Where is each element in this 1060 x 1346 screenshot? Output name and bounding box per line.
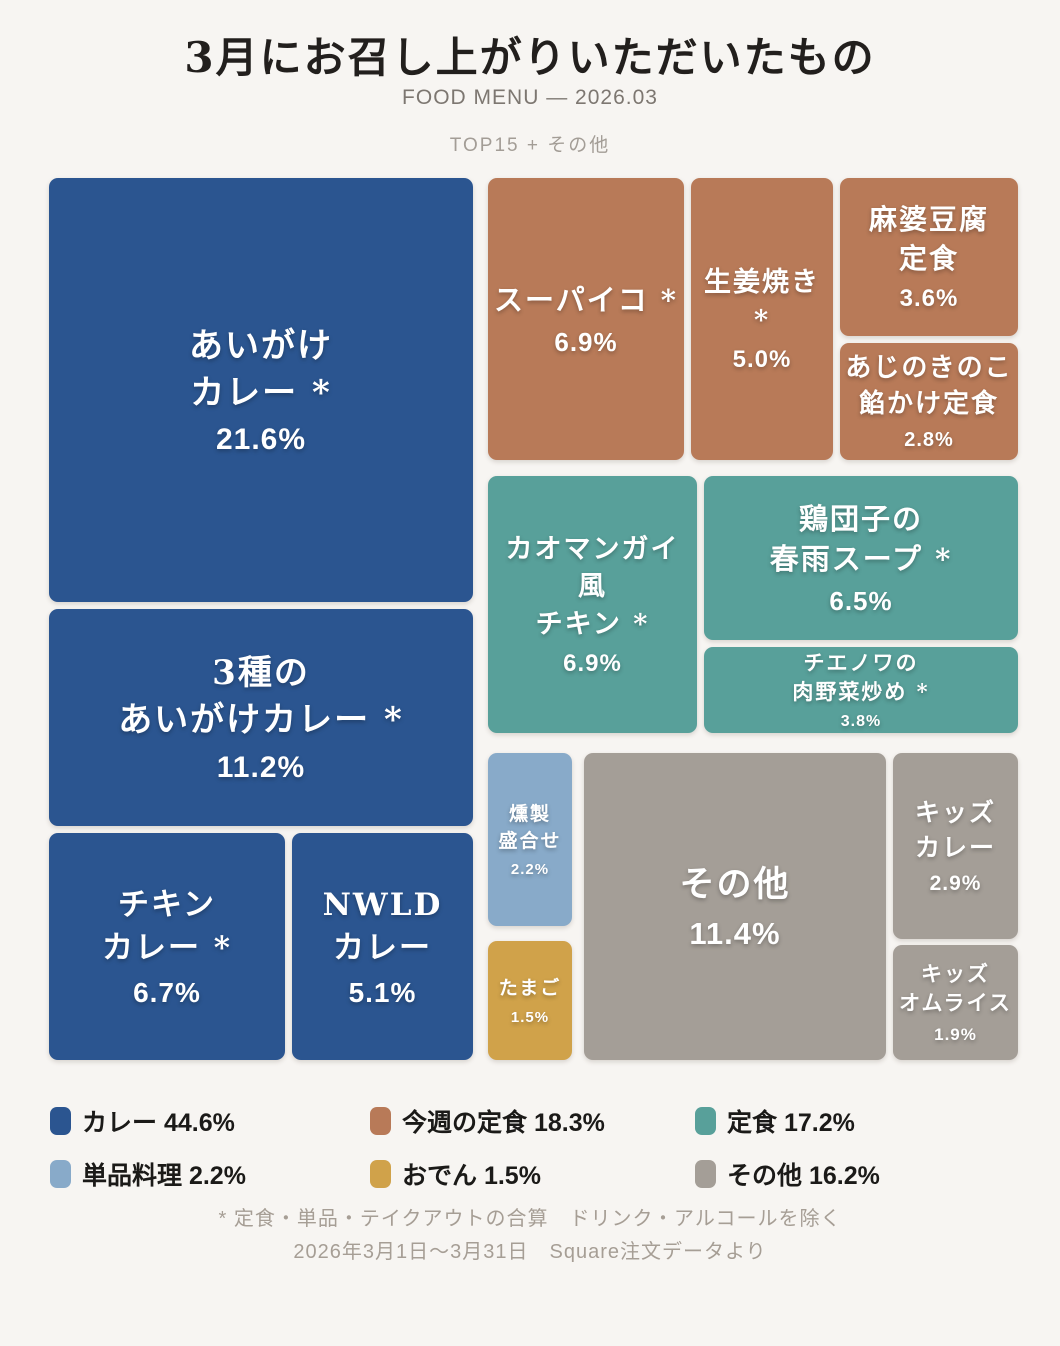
treemap-block: あいがけ カレー * 21.6% <box>49 178 473 602</box>
treemap-block: NWLD カレー 5.1% <box>292 833 473 1060</box>
treemap-block: 鶏団子の 春雨スープ * 6.5% <box>704 476 1018 640</box>
block-label: キッズ オムライス <box>899 961 1012 1015</box>
legend-label: 定食 17.2% <box>727 1109 855 1137</box>
page-subtitle: FOOD MENU — 2026.03 <box>402 86 658 109</box>
treemap-block: スーパイコ * 6.9% <box>488 178 684 460</box>
legend-item: おでん 1.5% <box>370 1156 695 1192</box>
block-label: 3種の あいがけカレー * <box>118 653 404 740</box>
block-label: 鶏団子の 春雨スープ * <box>769 501 953 576</box>
block-percent: 2.8% <box>904 429 954 452</box>
block-percent: 1.9% <box>934 1024 977 1044</box>
treemap-block: 麻婆豆腐 定食 3.6% <box>840 178 1018 336</box>
block-percent: 5.0% <box>732 345 792 373</box>
treemap-block: 3種の あいがけカレー * 11.2% <box>49 609 473 826</box>
block-percent: 5.1% <box>348 976 417 1008</box>
treemap-block: チエノワの 肉野菜炒め * 3.8% <box>704 647 1018 733</box>
page-note: TOP15 + その他 <box>449 135 611 156</box>
block-percent: 21.6% <box>215 423 307 457</box>
legend-swatch-icon <box>50 1160 71 1188</box>
block-percent: 3.6% <box>899 285 959 313</box>
block-percent: 2.2% <box>510 860 550 878</box>
treemap-block: キッズ カレー 2.9% <box>893 753 1018 939</box>
legend-item: カレー 44.6% <box>50 1103 370 1139</box>
block-percent: 11.4% <box>689 916 781 952</box>
legend-swatch-icon <box>50 1107 71 1135</box>
block-label: あいがけ カレー * <box>189 325 333 413</box>
footnote-line2: 2026年3月1日〜3月31日 Square注文データより <box>293 1241 767 1263</box>
legend-item: 今週の定食 18.3% <box>370 1103 695 1139</box>
legend-label: その他 16.2% <box>727 1162 880 1190</box>
legend-item: 単品料理 2.2% <box>50 1156 370 1192</box>
block-percent: 6.5% <box>829 586 893 617</box>
block-label: チエノワの 肉野菜炒め * <box>792 649 930 704</box>
treemap-block: チキン カレー * 6.7% <box>49 833 285 1060</box>
block-label: NWLD カレー <box>322 887 443 966</box>
block-percent: 6.7% <box>133 976 201 1008</box>
block-percent: 1.5% <box>510 1008 550 1026</box>
treemap-block: カオマンガイ風 チキン * 6.9% <box>488 476 697 733</box>
block-percent: 3.8% <box>840 713 882 731</box>
block-label: 麻婆豆腐 定食 <box>868 202 989 275</box>
block-label: 生姜焼き * <box>704 267 820 336</box>
block-label: 燻製 盛合せ <box>498 803 562 852</box>
legend-item: 定食 17.2% <box>695 1103 1018 1139</box>
legend-item: その他 16.2% <box>695 1156 1018 1192</box>
legend-swatch-icon <box>695 1107 716 1135</box>
block-label: カオマンガイ風 チキン * <box>505 534 680 640</box>
treemap-block: 燻製 盛合せ 2.2% <box>488 753 572 926</box>
legend-label: おでん 1.5% <box>402 1162 541 1190</box>
legend: カレー 44.6% 今週の定食 18.3% 定食 17.2% 単品料理 2.2%… <box>50 1103 1018 1192</box>
block-percent: 6.9% <box>563 649 622 677</box>
treemap-block: 生姜焼き * 5.0% <box>691 178 833 460</box>
block-label: スーパイコ * <box>494 282 678 317</box>
block-percent: 6.9% <box>554 327 618 357</box>
footnote-line1: * 定食・単品・テイクアウトの合算 ドリンク・アルコールを除く <box>218 1208 842 1230</box>
block-label: その他 <box>679 863 791 905</box>
block-label: チキン カレー * <box>101 887 232 966</box>
legend-swatch-icon <box>370 1107 391 1135</box>
legend-swatch-icon <box>370 1160 391 1188</box>
legend-label: カレー 44.6% <box>82 1109 235 1137</box>
legend-label: 今週の定食 18.3% <box>402 1109 605 1137</box>
treemap-block: その他 11.4% <box>584 753 886 1060</box>
treemap-block: キッズ オムライス 1.9% <box>893 945 1018 1060</box>
page-title: 3月にお召し上がりいただいたもの <box>184 33 876 82</box>
treemap-block: あじのきのこ 餡かけ定食 2.8% <box>840 343 1018 460</box>
block-label: たまご <box>498 977 562 1000</box>
legend-swatch-icon <box>695 1160 716 1188</box>
block-percent: 2.9% <box>929 872 982 895</box>
block-percent: 11.2% <box>216 750 306 784</box>
legend-label: 単品料理 2.2% <box>82 1162 246 1190</box>
block-label: キッズ カレー <box>914 798 996 862</box>
treemap-block: たまご 1.5% <box>488 941 572 1060</box>
block-label: あじのきのこ 餡かけ定食 <box>845 352 1013 419</box>
